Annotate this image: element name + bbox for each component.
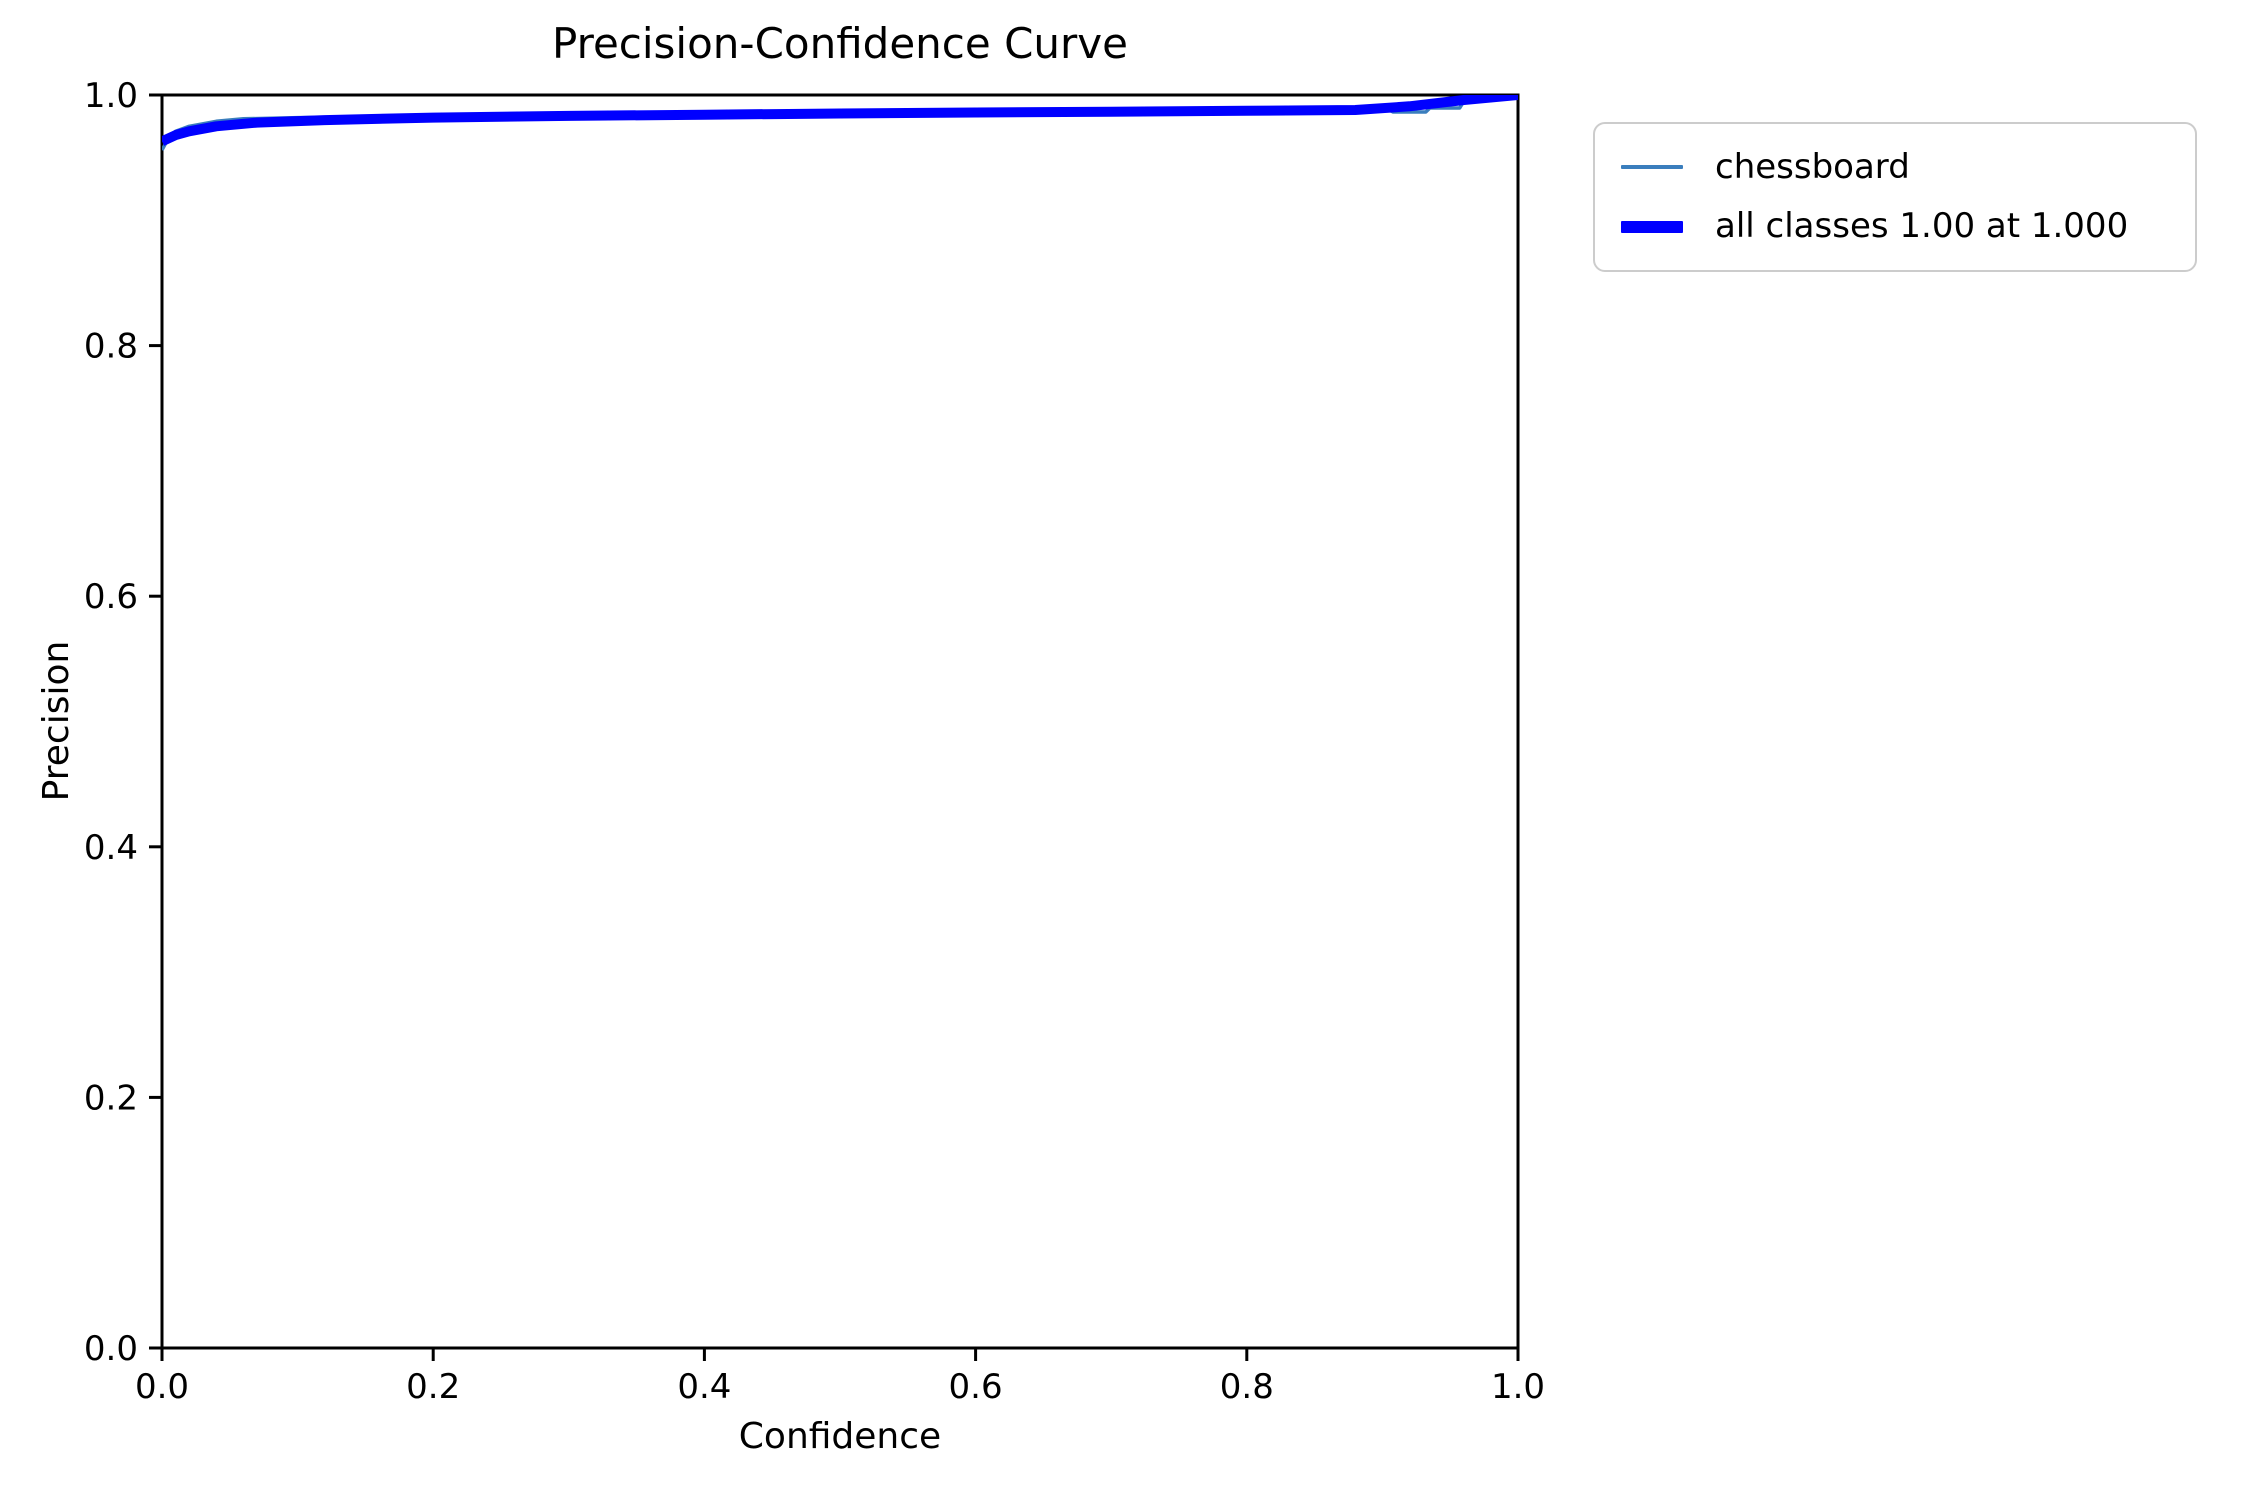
x-tick-label: 0.2 (406, 1367, 460, 1407)
x-tick-label: 0.4 (677, 1367, 731, 1407)
legend-line-sample-thick (1621, 220, 1683, 233)
legend-item-chessboard: chessboard (1621, 146, 2171, 187)
y-tick-label: 0.4 (84, 828, 138, 868)
x-tick-label: 0.6 (949, 1367, 1003, 1407)
legend: chessboard all classes 1.00 at 1.000 (1593, 122, 2197, 272)
legend-label: all classes 1.00 at 1.000 (1715, 206, 2129, 246)
x-axis-label: Confidence (739, 1416, 941, 1457)
plot-border (160, 93, 1520, 1350)
x-tick-label: 0.8 (1220, 1367, 1274, 1407)
legend-line-sample-thin (1621, 165, 1683, 170)
legend-label: chessboard (1715, 146, 1910, 187)
y-tick-label: 0.6 (84, 577, 138, 617)
y-tick-label: 0.2 (84, 1078, 138, 1118)
y-tick-label: 0.8 (84, 327, 138, 367)
x-tick-label: 0.0 (135, 1367, 189, 1407)
y-axis-label: Precision (36, 641, 77, 802)
x-axis-ticks: 0.0 0.2 0.4 0.6 0.8 1.0 (135, 1348, 1545, 1407)
chart-title: Precision-Confidence Curve (552, 19, 1128, 68)
y-tick-label: 1.0 (84, 76, 138, 116)
legend-item-all-classes: all classes 1.00 at 1.000 (1621, 206, 2171, 246)
y-axis-ticks: 0.0 0.2 0.4 0.6 0.8 1.0 (84, 76, 162, 1369)
curves (162, 95, 1518, 151)
curve-all-classes-1-00-at-1-000 (162, 95, 1518, 146)
y-tick-label: 0.0 (84, 1329, 138, 1369)
x-tick-label: 1.0 (1491, 1367, 1545, 1407)
